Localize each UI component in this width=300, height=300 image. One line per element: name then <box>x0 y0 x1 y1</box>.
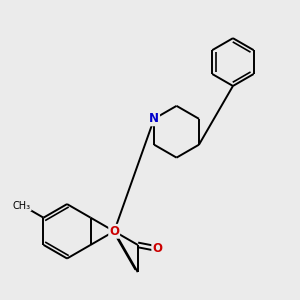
Text: O: O <box>152 242 162 255</box>
Text: CH₃: CH₃ <box>13 201 31 211</box>
Text: O: O <box>109 225 119 238</box>
Text: N: N <box>149 112 159 125</box>
